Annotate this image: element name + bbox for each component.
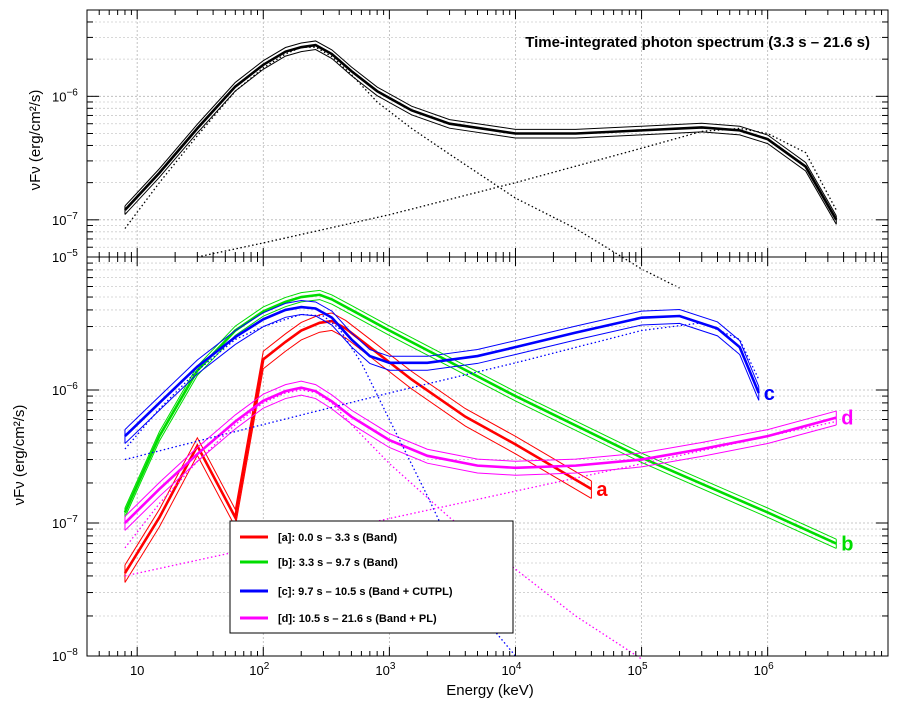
curve-label-a: a — [596, 479, 608, 501]
bottom-ticks — [86, 256, 889, 657]
curve-labels: a b c d — [596, 383, 853, 556]
top-series-total — [124, 40, 838, 225]
top-curves — [124, 40, 838, 289]
band-upper-a — [124, 312, 592, 566]
x-tick-label: 102 — [249, 661, 269, 678]
band-upper-b — [124, 289, 837, 540]
curve-label-c: c — [764, 383, 775, 405]
bottom-y-tick-labels: 10−8 10−7 10−6 10−5 — [52, 248, 78, 664]
top-y-tick-label: 10−7 — [52, 211, 78, 228]
legend-box — [229, 520, 514, 634]
band-lower-c — [124, 313, 760, 444]
bottom-series-c — [124, 300, 760, 444]
top-y-tick-labels: 10−7 10−6 — [52, 87, 78, 228]
top-panel: Time-integrated photon spectrum (3.3 s –… — [27, 9, 889, 289]
x-tick-label: 106 — [754, 661, 774, 678]
top-y-tick-label: 10−6 — [52, 87, 78, 104]
top-y-axis-title: νFν (erg/cm²/s) — [27, 90, 44, 191]
x-tick-label: 10 — [130, 663, 144, 678]
best-fit-a — [123, 319, 593, 574]
band-lower-a — [124, 329, 592, 583]
legend-entry-a: [a]: 0.0 s – 3.3 s (Band) — [240, 532, 398, 544]
top-series-extra-component — [197, 127, 837, 258]
band-upper-d — [124, 380, 837, 517]
bottom-y-tick-label: 10−5 — [52, 248, 78, 265]
best-fit-c — [124, 305, 760, 438]
legend: [a]: 0.0 s – 3.3 s (Band) [b]: 3.3 s – 9… — [229, 520, 514, 634]
component-line-extra-component — [197, 127, 837, 258]
legend-label-b: [b]: 3.3 s – 9.7 s (Band) — [278, 557, 398, 569]
legend-label-a: [a]: 0.0 s – 3.3 s (Band) — [278, 532, 398, 544]
bottom-panel: 10−8 10−7 10−6 10−5 10 102 103 104 105 106 νFν (… — [11, 248, 889, 699]
top-panel-title: Time-integrated photon spectrum (3.3 s –… — [525, 34, 870, 51]
band-lower-total — [124, 49, 837, 225]
top-series-band-component — [124, 46, 680, 289]
bottom-y-tick-label: 10−6 — [52, 381, 78, 398]
component-line-c-cutpl — [124, 322, 760, 461]
legend-label-c: [c]: 9.7 s – 10.5 s (Band + CUTPL) — [278, 586, 453, 598]
x-tick-labels: 10 102 103 104 105 106 — [130, 661, 774, 678]
band-lower-b — [124, 299, 837, 549]
legend-label-d: [d]: 10.5 s – 21.6 s (Band + PL) — [278, 613, 437, 625]
x-tick-label: 103 — [375, 661, 395, 678]
curve-label-d: d — [841, 408, 853, 430]
component-line-band-component — [124, 46, 680, 289]
x-tick-label: 104 — [501, 661, 521, 678]
band-upper-total — [124, 40, 837, 216]
best-fit-d — [124, 386, 837, 524]
bottom-series-c-cutpl — [124, 322, 760, 461]
curve-label-b: b — [841, 534, 853, 556]
bottom-y-axis-title: νFν (erg/cm²/s) — [11, 405, 28, 506]
bottom-y-tick-label: 10−7 — [52, 514, 78, 531]
bottom-series-a — [123, 312, 593, 583]
top-ticks — [86, 9, 889, 258]
bottom-series-d-band — [124, 389, 642, 660]
legend-entry-b: [b]: 3.3 s – 9.7 s (Band) — [240, 557, 398, 569]
bottom-y-tick-label: 10−8 — [52, 647, 78, 664]
legend-entry-d: [d]: 10.5 s – 21.6 s (Band + PL) — [240, 613, 437, 625]
band-upper-c — [124, 300, 760, 430]
x-axis-title: Energy (keV) — [446, 682, 534, 699]
x-tick-label: 105 — [628, 661, 648, 678]
legend-entry-c: [c]: 9.7 s – 10.5 s (Band + CUTPL) — [240, 586, 453, 598]
component-line-d-band — [124, 389, 642, 660]
